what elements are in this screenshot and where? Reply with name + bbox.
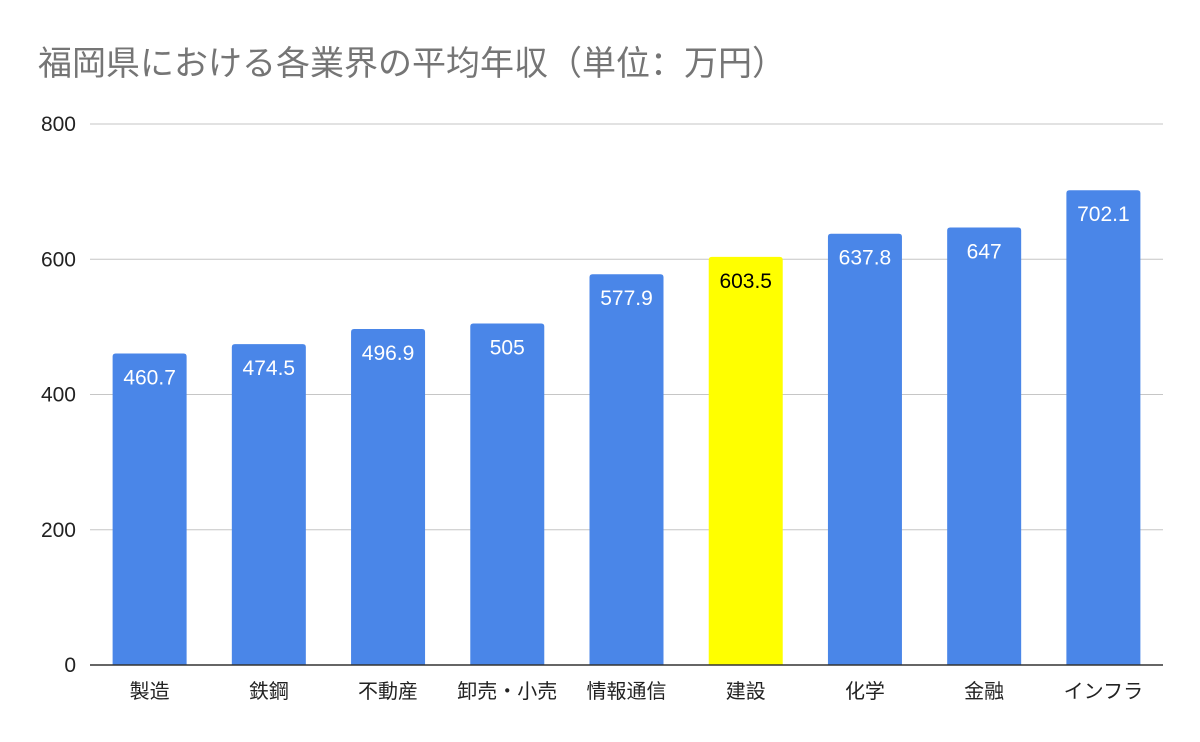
bar xyxy=(589,274,664,665)
bar xyxy=(231,344,306,665)
data-label: 577.9 xyxy=(600,287,653,310)
data-label: 702.1 xyxy=(1077,203,1130,226)
bar xyxy=(351,328,426,665)
bar xyxy=(470,323,545,665)
bar xyxy=(827,233,902,665)
x-tick-label: 製造 xyxy=(130,679,170,703)
y-tick-label: 0 xyxy=(64,654,76,677)
data-label: 496.9 xyxy=(362,342,415,365)
bar xyxy=(708,256,783,665)
y-tick-label: 200 xyxy=(41,519,76,542)
x-tick-label: 卸売・小売 xyxy=(457,679,557,703)
data-label: 474.5 xyxy=(243,357,296,380)
data-label: 460.7 xyxy=(123,366,176,389)
x-tick-label: 情報通信 xyxy=(587,679,667,703)
chart-title: 福岡県における各業界の平均年収（単位：万円） xyxy=(38,44,786,84)
x-tick-label: 不動産 xyxy=(358,679,418,703)
x-tick-label: インフラ xyxy=(1064,679,1143,703)
y-tick-label: 600 xyxy=(41,248,76,271)
x-tick-label: 鉄鋼 xyxy=(249,679,289,703)
data-label: 505 xyxy=(490,336,525,359)
x-tick-label: 建設 xyxy=(726,679,766,703)
data-label: 647 xyxy=(967,240,1002,263)
bar xyxy=(112,353,187,665)
bar xyxy=(1066,190,1141,665)
y-tick-label: 800 xyxy=(41,113,76,136)
data-label: 637.8 xyxy=(839,247,892,270)
x-tick-label: 金融 xyxy=(964,679,1004,703)
x-axis-labels: 製造 鉄鋼 不動産 卸売・小売 情報通信 建設 化学 金融 インフラ xyxy=(130,679,1143,703)
bar xyxy=(947,227,1022,665)
y-axis-ticks: 0 200 400 600 800 xyxy=(41,113,76,677)
data-label: 603.5 xyxy=(719,270,772,293)
y-tick-label: 400 xyxy=(41,384,76,407)
x-tick-label: 化学 xyxy=(845,679,885,703)
bars: 460.7 474.5 496.9 505 577.9 603.5 637.8 647 702.… xyxy=(112,190,1141,665)
